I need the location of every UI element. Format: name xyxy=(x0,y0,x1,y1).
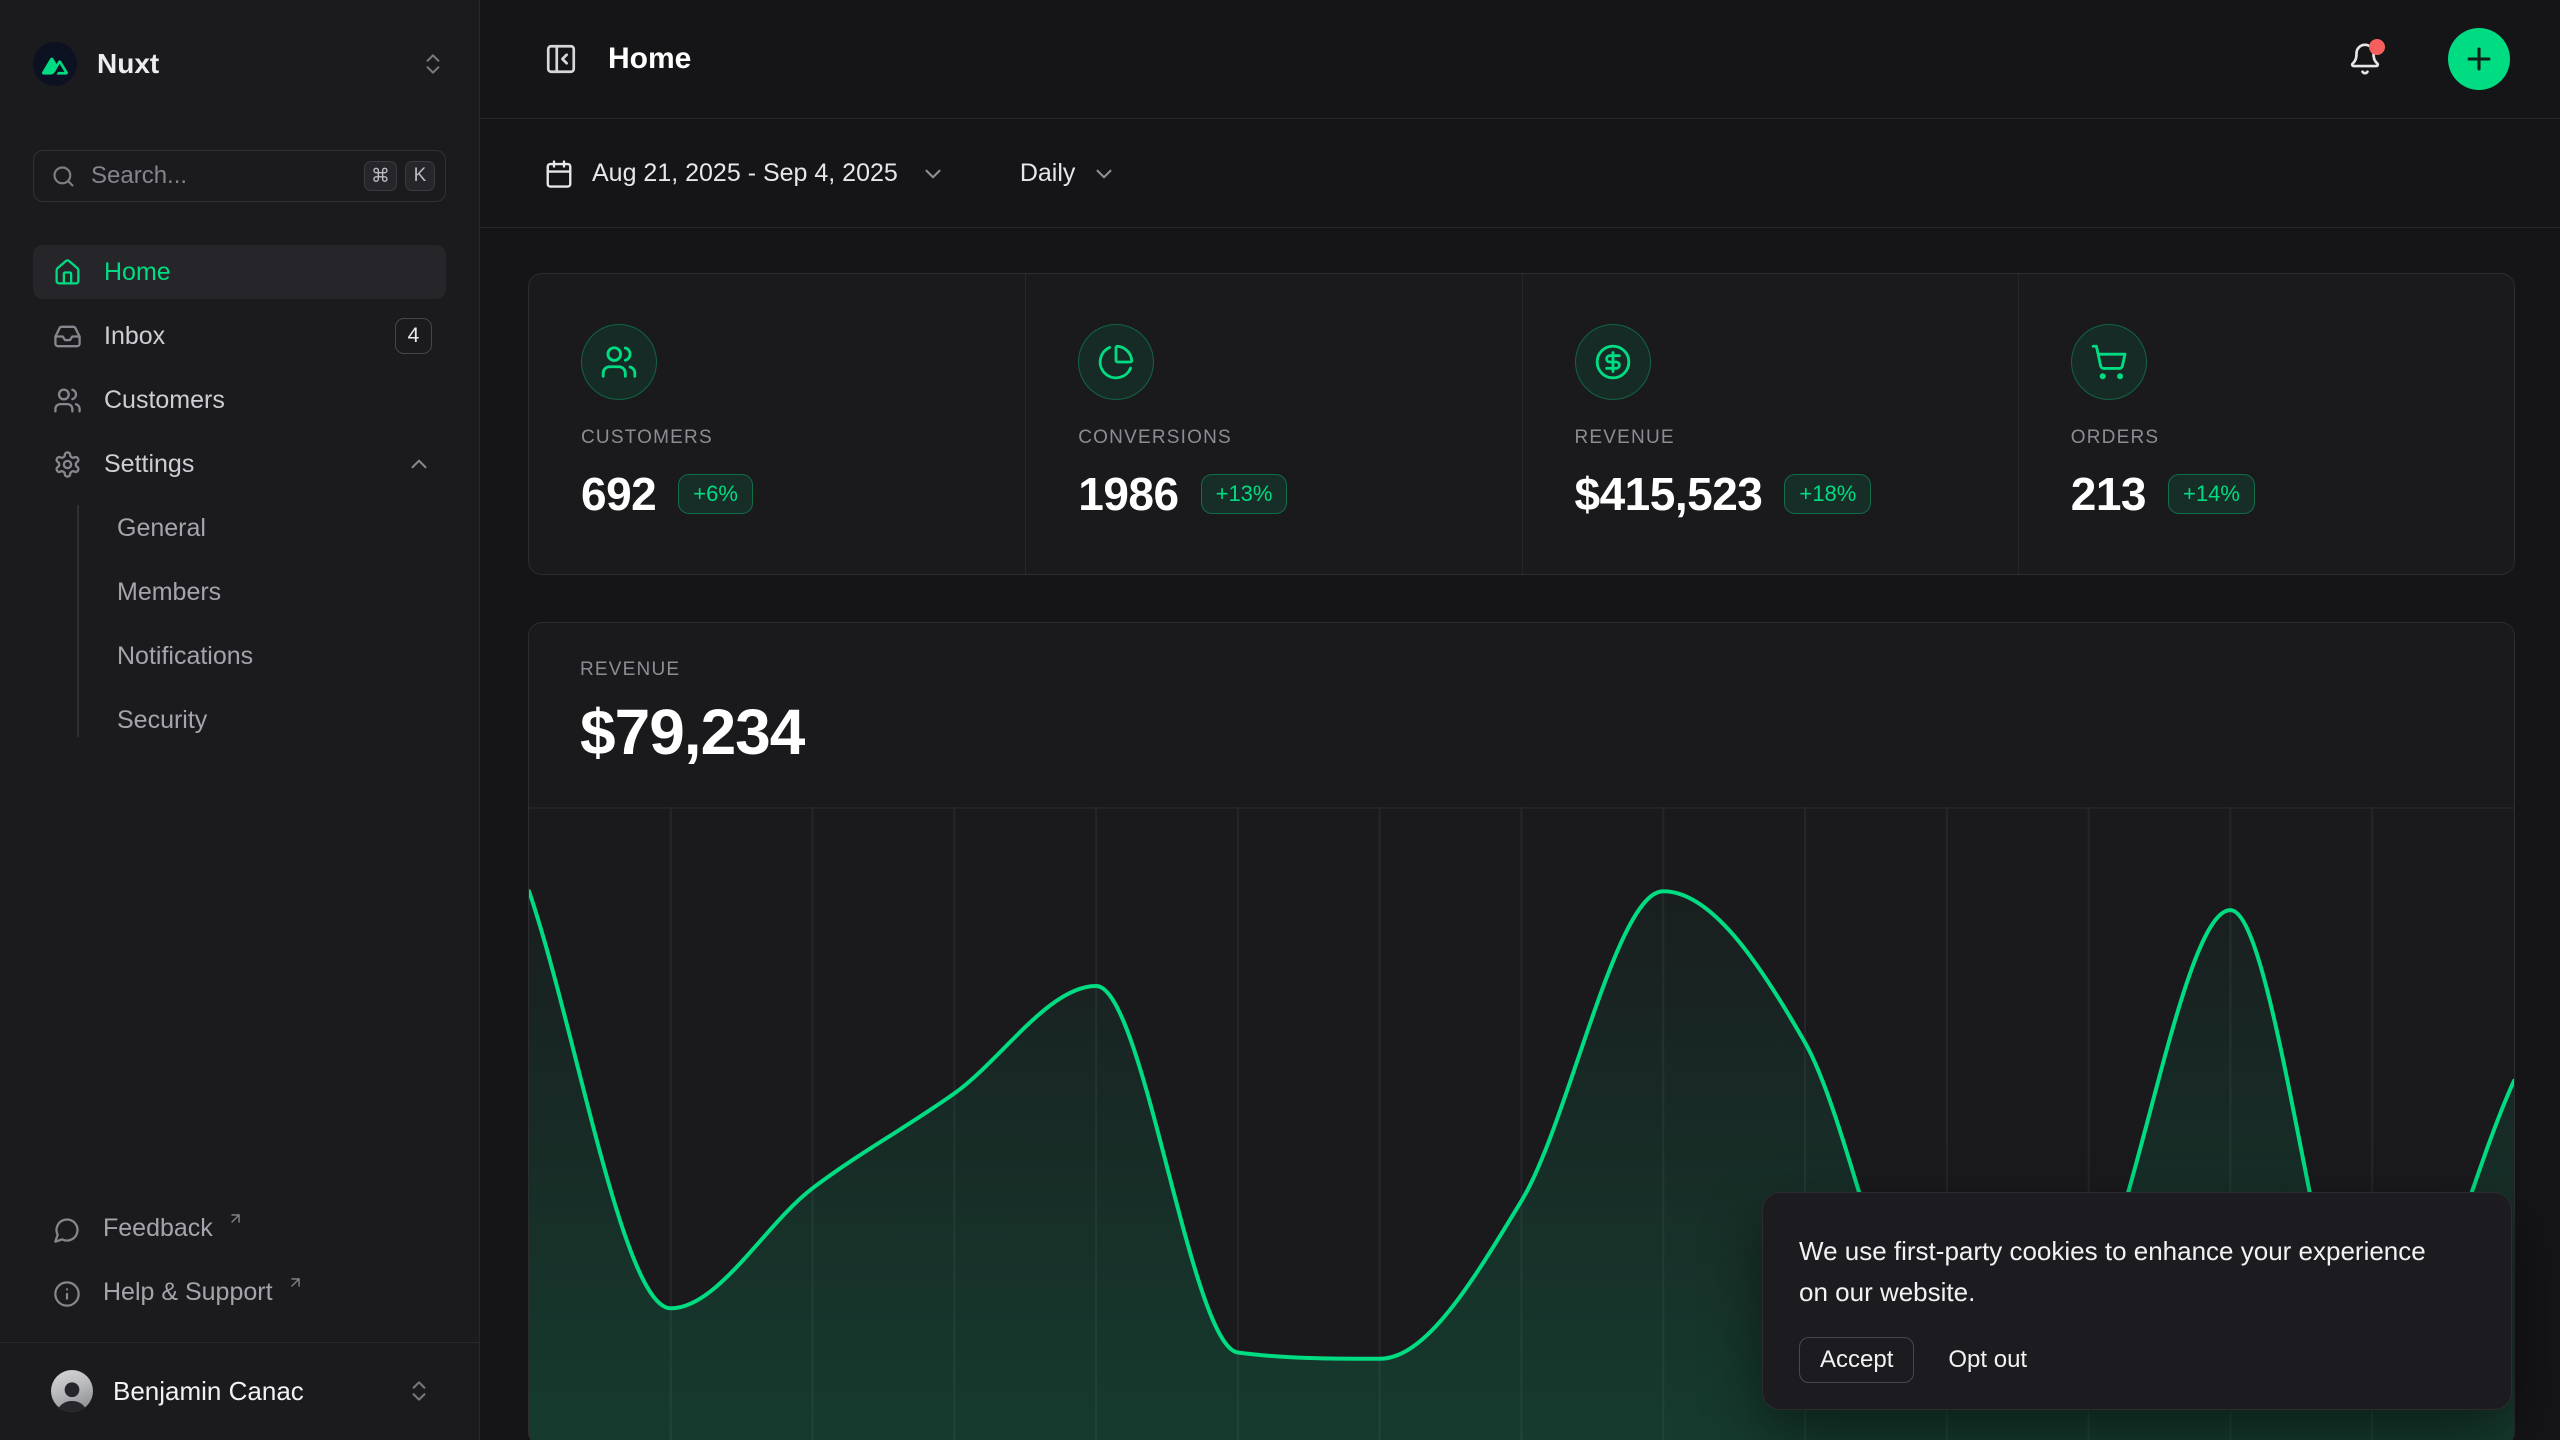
gear-icon xyxy=(53,450,82,479)
sidebar-nav: Home Inbox 4 Customers Settings xyxy=(33,245,446,757)
stat-value: 692 xyxy=(581,467,656,521)
kbd-meta: ⌘ xyxy=(364,161,397,191)
chevron-up-icon xyxy=(406,451,432,477)
users-icon xyxy=(53,386,82,415)
home-icon xyxy=(53,258,82,287)
workspace-switcher[interactable]: Nuxt xyxy=(33,38,446,90)
stat-label: CONVERSIONS xyxy=(1078,427,1521,449)
chart-pie-icon xyxy=(1078,324,1154,400)
sidebar-item-customers[interactable]: Customers xyxy=(33,373,446,427)
granularity-select[interactable]: Daily xyxy=(1020,159,1118,188)
nuxt-logo-icon xyxy=(33,42,77,86)
external-link-icon xyxy=(227,1210,244,1227)
chart-total-value: $79,234 xyxy=(580,695,2514,769)
stat-delta-badge: +14% xyxy=(2168,474,2255,514)
avatar xyxy=(51,1370,93,1412)
chevron-down-icon xyxy=(920,161,946,187)
add-button[interactable] xyxy=(2448,28,2510,90)
inbox-icon xyxy=(53,322,82,351)
calendar-icon xyxy=(544,159,574,189)
settings-children: General Members Notifications Security xyxy=(33,501,446,747)
sidebar-item-label: General xyxy=(117,514,206,543)
workspace-name: Nuxt xyxy=(97,48,400,80)
chevrons-up-down-icon xyxy=(406,1378,432,1404)
search-icon xyxy=(50,163,77,190)
inbox-count-badge: 4 xyxy=(395,318,432,354)
sidebar-item-notifications[interactable]: Notifications xyxy=(105,629,446,683)
sidebar-item-general[interactable]: General xyxy=(105,501,446,555)
stat-label: ORDERS xyxy=(2071,427,2514,449)
stat-value: $415,523 xyxy=(1575,467,1763,521)
help-support-link[interactable]: Help & Support xyxy=(33,1268,446,1318)
sidebar-item-members[interactable]: Members xyxy=(105,565,446,619)
stat-delta-badge: +18% xyxy=(1784,474,1871,514)
stat-delta-badge: +6% xyxy=(678,474,753,514)
circle-dollar-icon xyxy=(1575,324,1651,400)
external-link-icon xyxy=(287,1274,304,1291)
message-circle-icon xyxy=(53,1216,81,1244)
sidebar-footer-links: Feedback Help & Support xyxy=(33,1190,446,1318)
search-input[interactable]: Search... ⌘ K xyxy=(33,150,446,202)
filter-toolbar: Aug 21, 2025 - Sep 4, 2025 Daily xyxy=(480,120,2560,228)
sidebar-link-label: Feedback xyxy=(103,1214,213,1243)
date-range-picker[interactable]: Aug 21, 2025 - Sep 4, 2025 xyxy=(544,159,946,189)
sidebar-item-home[interactable]: Home xyxy=(33,245,446,299)
stat-revenue: REVENUE $415,523 +18% xyxy=(1522,274,2018,574)
sidebar-item-label: Home xyxy=(104,258,432,287)
sidebar-item-label: Inbox xyxy=(104,322,373,351)
stat-delta-badge: +13% xyxy=(1201,474,1288,514)
sidebar-item-label: Notifications xyxy=(117,642,253,671)
sidebar-item-inbox[interactable]: Inbox 4 xyxy=(33,309,446,363)
chart-title: REVENUE xyxy=(580,659,2514,681)
date-range-label: Aug 21, 2025 - Sep 4, 2025 xyxy=(592,159,898,188)
chevrons-up-down-icon xyxy=(420,51,446,77)
sidebar-link-label: Help & Support xyxy=(103,1278,273,1307)
user-menu[interactable]: Benjamin Canac xyxy=(33,1362,446,1420)
granularity-label: Daily xyxy=(1020,159,1076,188)
notifications-button[interactable] xyxy=(2348,42,2382,76)
sidebar-item-settings[interactable]: Settings xyxy=(33,437,446,491)
sidebar-collapse-button[interactable] xyxy=(544,42,578,76)
stat-value: 1986 xyxy=(1078,467,1178,521)
sidebar-item-label: Members xyxy=(117,578,221,607)
sidebar-divider xyxy=(0,1342,479,1343)
users-icon xyxy=(581,324,657,400)
user-name: Benjamin Canac xyxy=(113,1376,386,1407)
feedback-link[interactable]: Feedback xyxy=(33,1204,446,1254)
shopping-cart-icon xyxy=(2071,324,2147,400)
stat-value: 213 xyxy=(2071,467,2146,521)
stats-row: CUSTOMERS 692 +6% CONVERSIONS 1986 +13% xyxy=(528,273,2515,575)
sidebar-item-security[interactable]: Security xyxy=(105,693,446,747)
stat-label: CUSTOMERS xyxy=(581,427,1025,449)
stat-customers: CUSTOMERS 692 +6% xyxy=(529,274,1025,574)
search-placeholder: Search... xyxy=(91,162,350,190)
kbd-k: K xyxy=(405,161,435,191)
page-title: Home xyxy=(608,42,2318,76)
plus-icon xyxy=(2462,42,2496,76)
optout-cookies-button[interactable]: Opt out xyxy=(1948,1338,2027,1382)
app-root: Nuxt Search... ⌘ K Home xyxy=(0,0,2560,1440)
stat-orders: ORDERS 213 +14% xyxy=(2018,274,2514,574)
info-circle-icon xyxy=(53,1280,81,1308)
cookie-message: We use first-party cookies to enhance yo… xyxy=(1799,1231,2439,1313)
sidebar: Nuxt Search... ⌘ K Home xyxy=(0,0,480,1440)
cookie-banner: We use first-party cookies to enhance yo… xyxy=(1762,1192,2512,1410)
sidebar-item-label: Security xyxy=(117,706,207,735)
page-header: Home xyxy=(480,0,2560,119)
sidebar-item-label: Settings xyxy=(104,450,384,479)
stat-label: REVENUE xyxy=(1575,427,2018,449)
chevron-down-icon xyxy=(1091,161,1117,187)
stat-conversions: CONVERSIONS 1986 +13% xyxy=(1025,274,1521,574)
accept-cookies-button[interactable]: Accept xyxy=(1799,1337,1914,1383)
notification-dot xyxy=(2369,39,2385,55)
sidebar-item-label: Customers xyxy=(104,386,432,415)
